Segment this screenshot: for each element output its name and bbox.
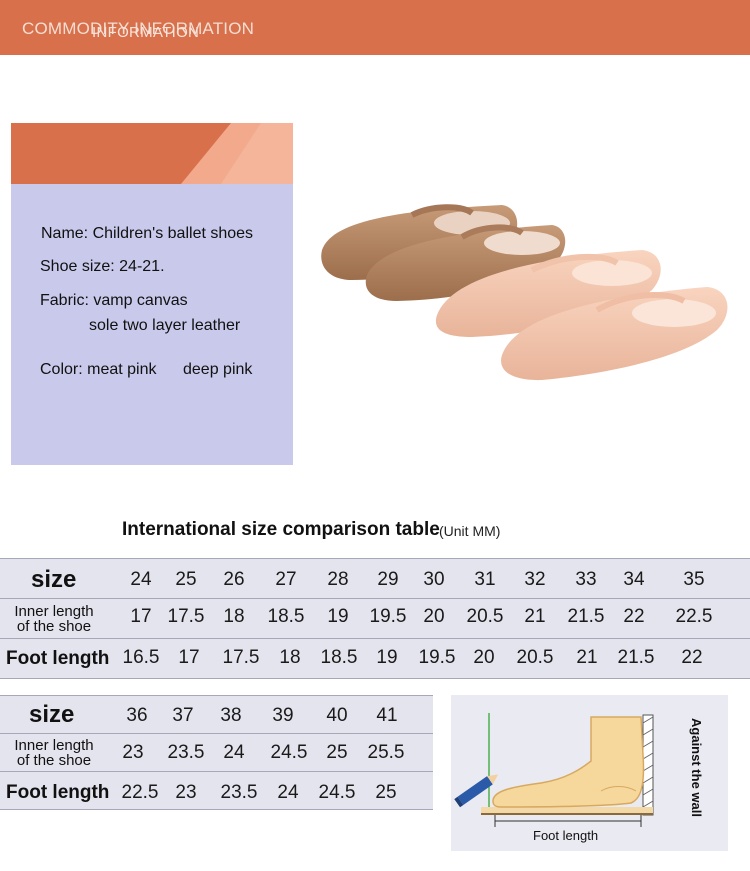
row-label-size: size	[31, 566, 77, 593]
row-label-foot: Foot length	[6, 648, 110, 669]
row-label-inner-1: Inner length	[14, 603, 94, 620]
table-cell: 20.5	[466, 606, 504, 627]
table-cell: 22.5	[121, 782, 159, 803]
table-cell: 22	[623, 606, 645, 627]
foot-length-label: Foot length	[533, 828, 599, 843]
row-label-inner: Inner length of the shoe	[6, 604, 102, 634]
table-cell: 40	[326, 705, 348, 726]
table-cell: 18.5	[267, 606, 305, 627]
table-cell: 41	[376, 705, 398, 726]
table-cell: 30	[423, 569, 445, 590]
top-banner	[0, 0, 750, 55]
info-title: INFORMATION	[92, 24, 200, 41]
table-cell: 18	[279, 647, 301, 668]
wall-label: Against the wall	[688, 718, 704, 817]
table-cell: 22.5	[675, 606, 713, 627]
table-rule	[0, 558, 750, 559]
table-cell: 22	[681, 647, 703, 668]
table-cell: 25.5	[367, 742, 405, 763]
table-cell: 26	[223, 569, 245, 590]
size-table-title: International size comparison table	[122, 519, 440, 540]
info-shoe-size: Shoe size: 24-21.	[40, 258, 165, 275]
banner-title: COMMODITY INFORMATION	[22, 19, 255, 38]
info-color-2: deep pink	[183, 361, 253, 378]
table-cell: 38	[220, 705, 242, 726]
table-rule	[0, 598, 750, 599]
table-rule	[0, 678, 750, 679]
size-table-1	[0, 558, 750, 679]
table-cell: 21.5	[617, 647, 655, 668]
info-fabric-sole: sole two layer leather	[89, 317, 241, 334]
table-cell: 25	[375, 782, 397, 803]
table-cell: 23	[175, 782, 197, 803]
table-cell: 19	[376, 647, 398, 668]
table-rule	[0, 733, 433, 734]
table-cell: 20	[423, 606, 445, 627]
table-cell: 20.5	[516, 647, 554, 668]
table-cell: 31	[474, 569, 496, 590]
row-label-inner-2-t2: of the shoe	[16, 752, 92, 769]
row-label-inner-2-table: Inner length of the shoe	[6, 738, 102, 768]
table-cell: 23	[122, 742, 144, 763]
size-table-2	[0, 695, 433, 809]
table-cell: 36	[126, 705, 148, 726]
info-color: Color: meat pink	[40, 361, 157, 378]
info-header	[11, 123, 293, 184]
table-cell: 29	[377, 569, 399, 590]
table-cell: 24	[223, 742, 245, 763]
table-cell: 17	[130, 606, 152, 627]
table-rule	[0, 638, 750, 639]
table-cell: 24.5	[270, 742, 308, 763]
row-label-foot-2: Foot length	[6, 782, 110, 803]
size-table-unit: (Unit MM)	[439, 523, 501, 539]
table-cell: 21	[576, 647, 598, 668]
table-cell: 33	[575, 569, 597, 590]
table-cell: 37	[172, 705, 194, 726]
row-label-inner-2: of the shoe	[16, 618, 92, 635]
info-fabric: Fabric: vamp canvas	[40, 292, 188, 309]
table-cell: 32	[524, 569, 546, 590]
table-cell: 23.5	[167, 742, 205, 763]
table-cell: 24.5	[318, 782, 356, 803]
table-cell: 21.5	[567, 606, 605, 627]
table-cell: 20	[473, 647, 495, 668]
table-rule	[0, 695, 433, 696]
table-cell: 19.5	[369, 606, 407, 627]
table-cell: 21	[524, 606, 546, 627]
table-cell: 24	[277, 782, 299, 803]
info-header-decoration	[181, 123, 293, 184]
table-cell: 24	[130, 569, 152, 590]
row-label-inner-1-t2: Inner length	[14, 737, 94, 754]
table-rule	[0, 809, 433, 810]
table-cell: 18.5	[320, 647, 358, 668]
foot-measure-illustration	[454, 713, 654, 827]
table-rule	[0, 771, 433, 772]
table-cell: 25	[326, 742, 348, 763]
table-cell: 35	[683, 569, 705, 590]
info-name: Name: Children's ballet shoes	[41, 225, 254, 242]
table-cell: 18	[223, 606, 245, 627]
table-cell: 16.5	[122, 647, 160, 668]
table-cell: 19.5	[418, 647, 456, 668]
table-cell: 23.5	[220, 782, 258, 803]
table-cell: 28	[327, 569, 349, 590]
table-cell: 34	[623, 569, 645, 590]
table-cell: 17	[178, 647, 200, 668]
table-cell: 25	[175, 569, 197, 590]
ballet-shoes-image	[321, 204, 728, 381]
table-cell: 17.5	[167, 606, 205, 627]
table-cell: 39	[272, 705, 294, 726]
table-cell: 17.5	[222, 647, 260, 668]
table-cell: 19	[327, 606, 349, 627]
table-cell: 27	[275, 569, 297, 590]
row-label-size-2: size	[29, 701, 75, 728]
